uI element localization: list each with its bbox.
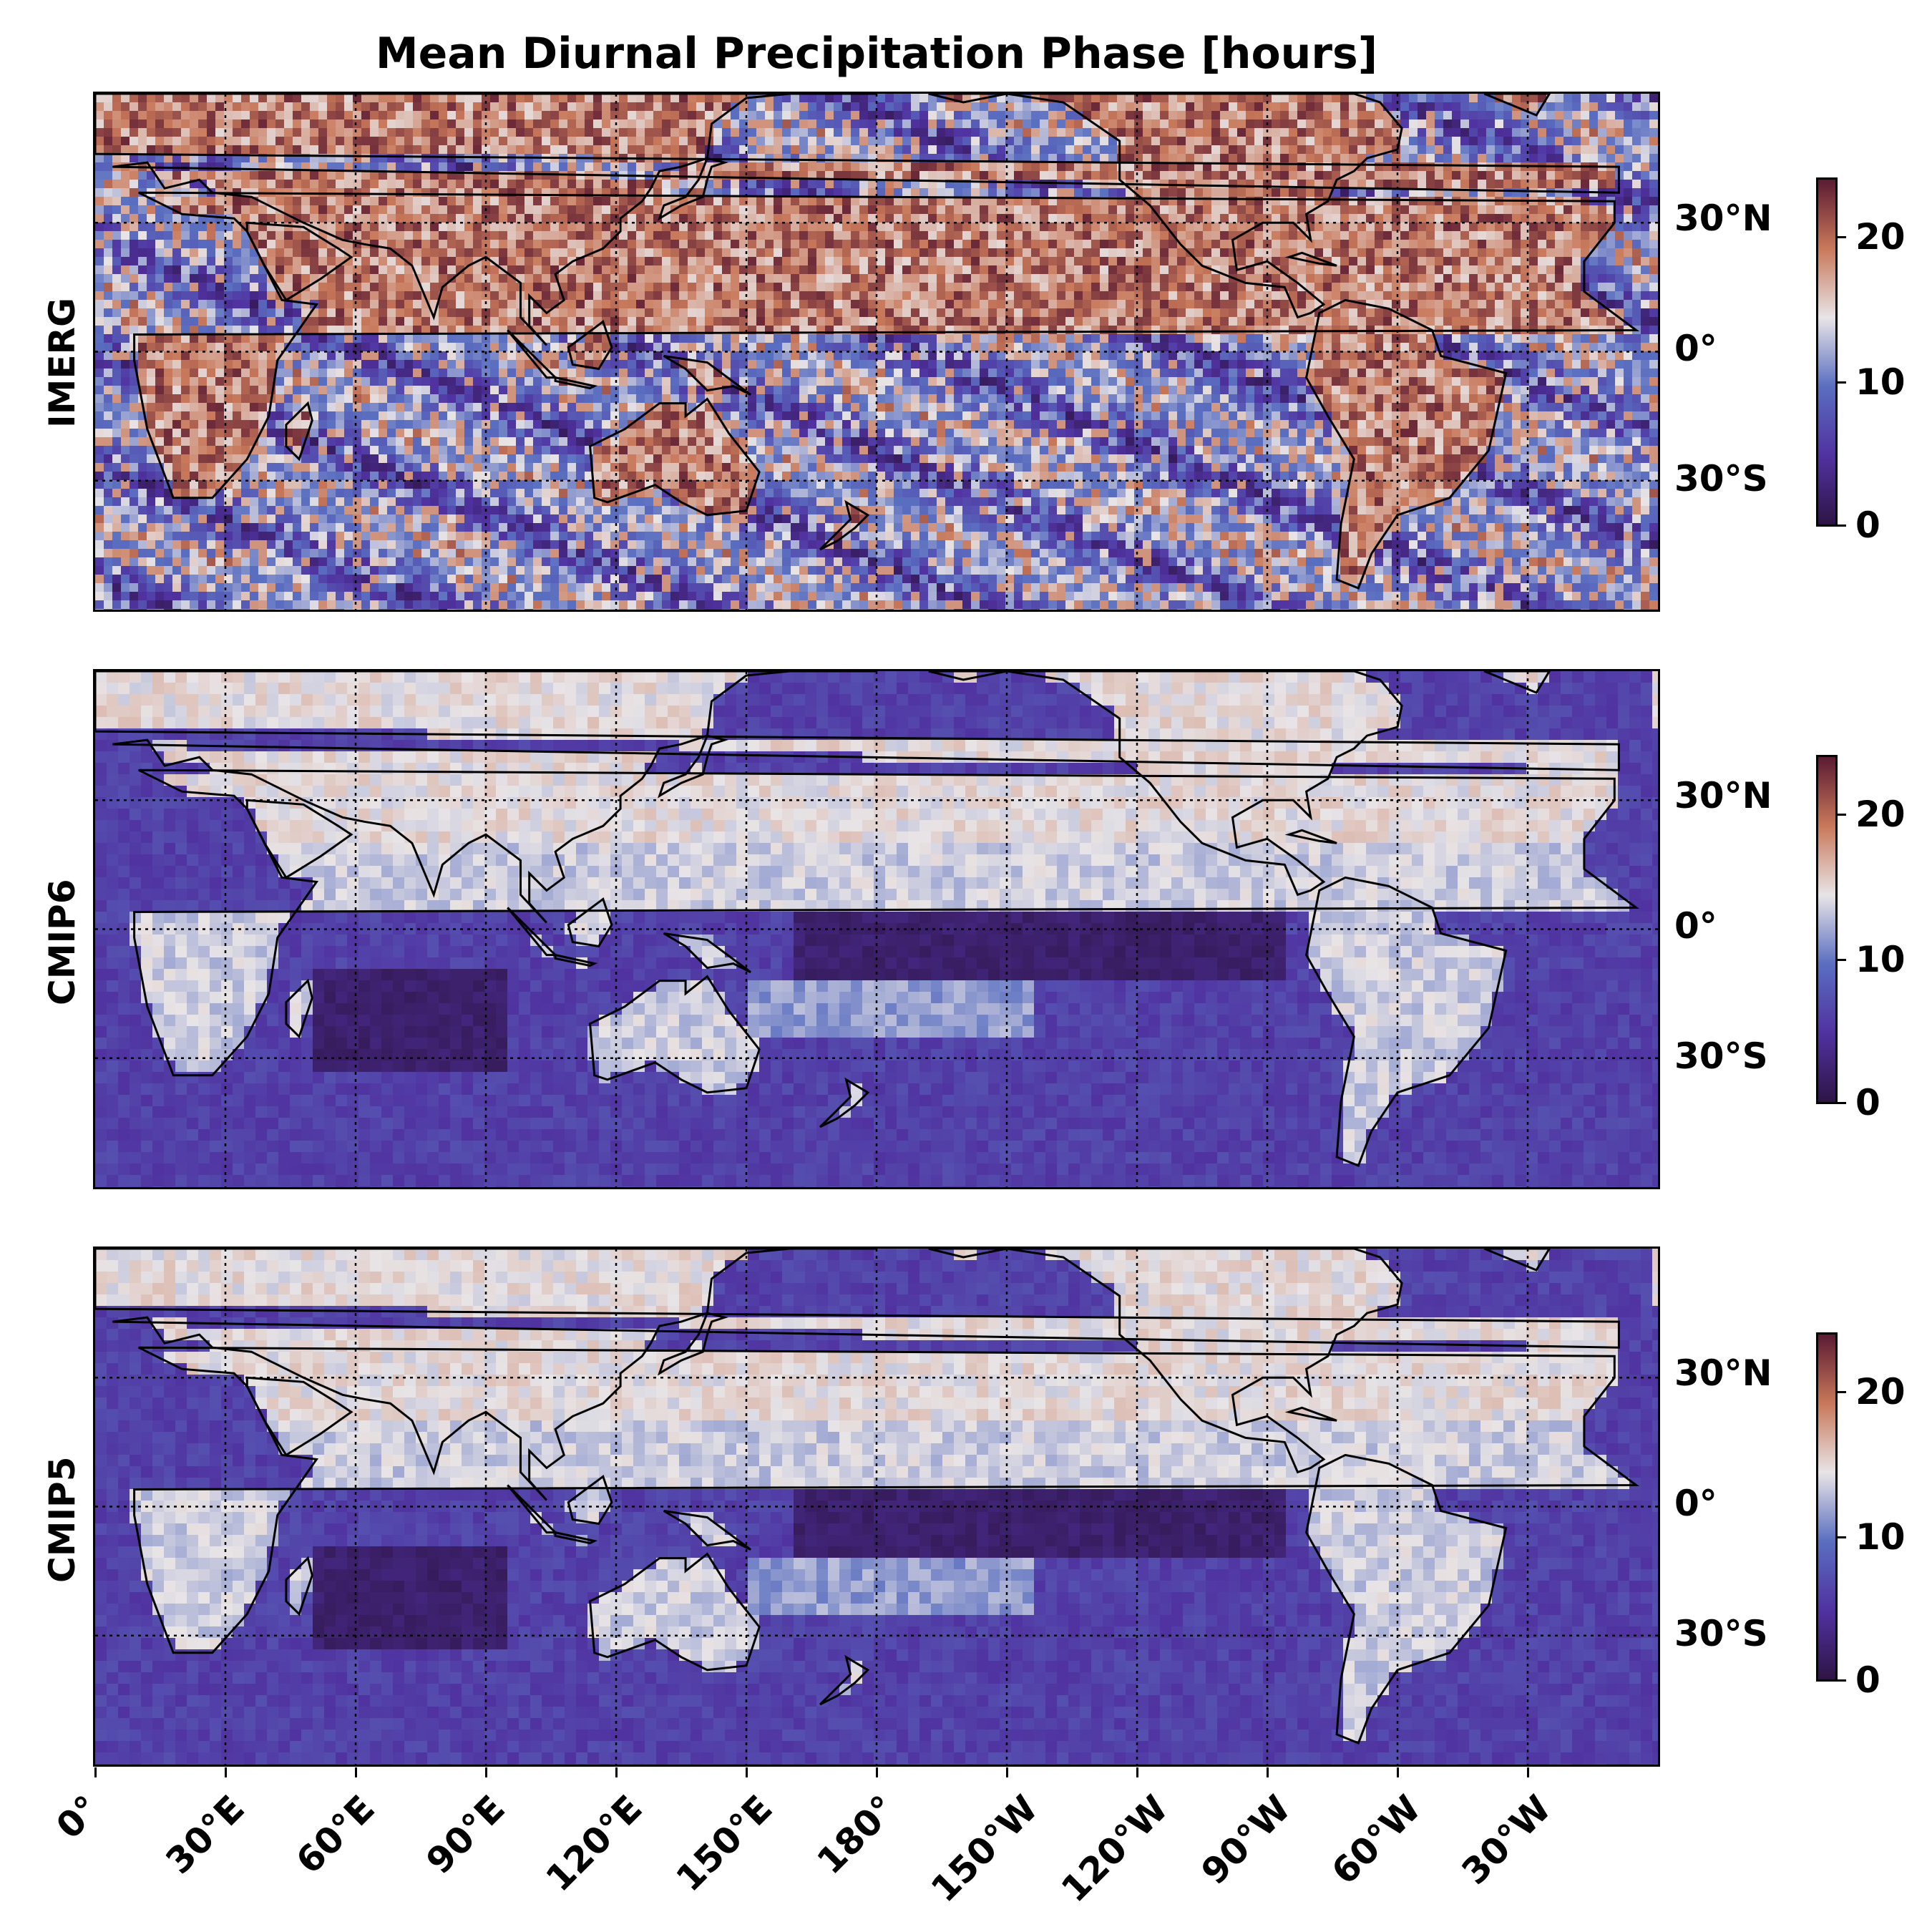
- colorbar-tick: [1838, 1391, 1846, 1393]
- longitude-label: 90°E: [419, 1787, 513, 1882]
- panel-label-cmip5: CMIP5: [42, 1457, 83, 1584]
- lat-label-0: 0°: [1674, 905, 1717, 947]
- longitude-tick: [876, 1767, 878, 1777]
- map-panel-imerg: [93, 92, 1660, 612]
- colorbar-tick: [1838, 959, 1846, 961]
- figure-title: Mean Diurnal Precipitation Phase [hours]: [93, 29, 1660, 79]
- longitude-label: 30°W: [1454, 1787, 1559, 1893]
- colorbar-label-0: 0: [1855, 1082, 1880, 1123]
- longitude-tick: [485, 1767, 487, 1777]
- colorbar-tick: [1838, 814, 1846, 816]
- longitude-tick: [615, 1767, 618, 1777]
- longitude-label: 180°: [809, 1787, 903, 1882]
- colorbar-tick: [1838, 1679, 1846, 1682]
- lat-label-0: 0°: [1674, 328, 1717, 369]
- colorbar-tick: [1838, 1102, 1846, 1104]
- longitude-label: 150°E: [668, 1787, 781, 1900]
- longitude-label: 120°W: [1053, 1787, 1176, 1910]
- colorbar-tick: [1838, 1536, 1846, 1538]
- lat-label-30s: 30°S: [1674, 1613, 1768, 1654]
- longitude-label: 60°W: [1324, 1787, 1429, 1893]
- longitude-tick: [746, 1767, 748, 1777]
- map-panel-cmip6: [93, 669, 1660, 1189]
- longitude-label: 120°E: [538, 1787, 650, 1900]
- lat-label-30n: 30°N: [1674, 1352, 1772, 1394]
- colorbar: [1816, 1332, 1838, 1682]
- longitude-label: 0°: [48, 1787, 107, 1847]
- colorbar: [1816, 177, 1838, 527]
- colorbar-label-0: 0: [1855, 504, 1880, 546]
- colorbar: [1816, 755, 1838, 1104]
- lat-label-0: 0°: [1674, 1483, 1717, 1524]
- map-panel-cmip5: [93, 1246, 1660, 1767]
- lat-label-30s: 30°S: [1674, 458, 1768, 499]
- longitude-tick: [1006, 1767, 1008, 1777]
- longitude-tick: [94, 1767, 97, 1777]
- colorbar-label-10: 10: [1855, 939, 1906, 980]
- colorbar-tick: [1838, 381, 1846, 384]
- lat-label-30s: 30°S: [1674, 1035, 1768, 1077]
- colorbar-label-20: 20: [1855, 1371, 1906, 1413]
- longitude-tick: [355, 1767, 357, 1777]
- colorbar-tick: [1838, 525, 1846, 527]
- panel-label-imerg: IMERG: [42, 298, 83, 428]
- longitude-tick: [1527, 1767, 1529, 1777]
- lat-label-30n: 30°N: [1674, 197, 1772, 239]
- colorbar-label-10: 10: [1855, 361, 1906, 403]
- longitude-label: 90°W: [1194, 1787, 1299, 1893]
- colorbar-label-20: 20: [1855, 794, 1906, 835]
- longitude-tick: [1267, 1767, 1269, 1777]
- longitude-tick: [1397, 1767, 1399, 1777]
- colorbar-label-0: 0: [1855, 1659, 1880, 1701]
- panel-label-cmip6: CMIP6: [42, 879, 83, 1006]
- colorbar-label-20: 20: [1855, 216, 1906, 258]
- longitude-label: 150°W: [923, 1787, 1045, 1910]
- colorbar-label-10: 10: [1855, 1516, 1906, 1558]
- colorbar-tick: [1838, 236, 1846, 238]
- longitude-label: 60°E: [288, 1787, 383, 1882]
- lat-label-30n: 30°N: [1674, 775, 1772, 816]
- longitude-tick: [1136, 1767, 1138, 1777]
- longitude-tick: [225, 1767, 227, 1777]
- longitude-label: 30°E: [158, 1787, 253, 1882]
